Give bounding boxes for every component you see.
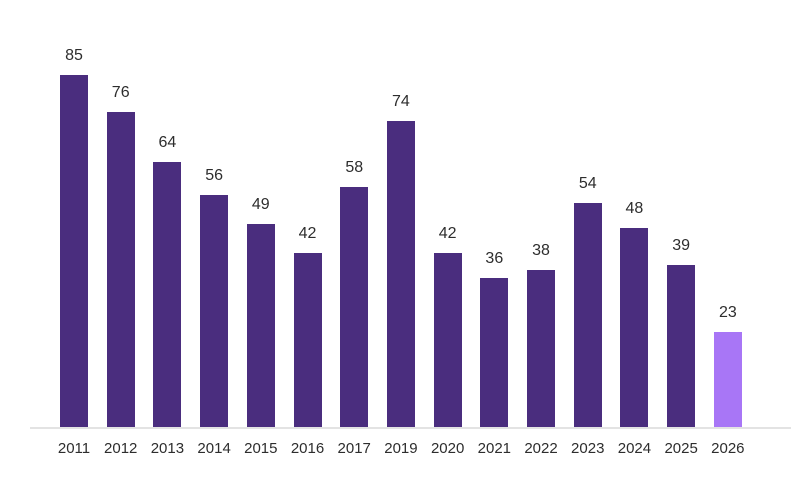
bar-group: 74 (386, 40, 415, 427)
bar-group: 38 (527, 40, 556, 427)
bar-2017 (340, 187, 369, 427)
bar-2020 (433, 253, 462, 427)
x-tick-label: 2014 (197, 440, 231, 457)
bar-value-label: 64 (158, 133, 177, 151)
bar-value-label: 74 (392, 92, 410, 110)
bar-group: 23 (713, 40, 742, 427)
x-axis-labels: 2011 2012 2013 2014 2015 2016 2017 2019 2020 2021… (30, 440, 791, 458)
bar-value-label: 58 (345, 158, 364, 176)
bar-value-label: 36 (485, 249, 504, 267)
bar-group: 64 (153, 40, 182, 427)
bar-2012 (106, 112, 135, 427)
bar-2013 (153, 162, 182, 427)
x-tick-label: 2025 (664, 440, 698, 457)
bar-group: 58 (340, 40, 369, 427)
bar-2011 (60, 75, 88, 427)
bar-value-label: 42 (298, 224, 317, 242)
x-tick-label: 2026 (711, 440, 745, 457)
x-tick-label: 2024 (617, 440, 652, 457)
bar-group: 76 (106, 40, 135, 427)
bar-2015 (246, 224, 275, 427)
bar-group: 39 (667, 40, 696, 427)
bar-group: 42 (293, 40, 322, 427)
x-tick-label: 2013 (150, 440, 185, 457)
bar-group: 48 (620, 40, 649, 427)
bar-value-label: 38 (532, 241, 550, 259)
x-tick-label: 2011 (57, 440, 91, 457)
bar-2023 (573, 203, 602, 427)
bar-2024 (620, 228, 649, 427)
x-tick-label: 2017 (337, 440, 371, 457)
bar-value-label: 85 (65, 46, 83, 64)
bar-2026 (713, 332, 742, 427)
bar-2025 (667, 265, 696, 427)
bar-value-label: 56 (205, 166, 223, 184)
bar-value-label: 42 (438, 224, 457, 242)
bar-2019 (386, 121, 415, 427)
bar-value-label: 49 (251, 195, 270, 213)
x-tick-label: 2023 (571, 440, 605, 457)
bar-chart: 85 76 64 56 49 42 58 74 42 36 38 54 48 39 23 2011 2012 2… (30, 40, 791, 458)
bar-2022 (527, 270, 556, 427)
x-tick-label: 2021 (477, 440, 512, 457)
bar-group: 42 (433, 40, 462, 427)
bar-2021 (480, 278, 509, 427)
x-tick-label: 2015 (244, 440, 278, 457)
x-tick-label: 2020 (430, 440, 465, 457)
x-tick-label: 2016 (290, 440, 325, 457)
bar-value-label: 54 (578, 174, 597, 192)
bar-2016 (293, 253, 322, 427)
bar-value-label: 48 (625, 199, 644, 217)
x-tick-label: 2022 (524, 440, 558, 457)
bar-group: 49 (246, 40, 275, 427)
bar-value-label: 23 (718, 303, 737, 321)
bar-2014 (200, 195, 229, 427)
bar-group: 85 (60, 40, 88, 427)
bar-value-label: 39 (672, 236, 691, 254)
plot-area: 85 76 64 56 49 42 58 74 42 36 38 54 48 39 23 (30, 40, 791, 429)
x-tick-label: 2012 (104, 440, 138, 457)
bar-group: 56 (200, 40, 229, 427)
bar-value-label: 76 (111, 83, 130, 101)
x-tick-label: 2019 (384, 440, 418, 457)
bar-group: 36 (480, 40, 509, 427)
bar-group: 54 (573, 40, 602, 427)
